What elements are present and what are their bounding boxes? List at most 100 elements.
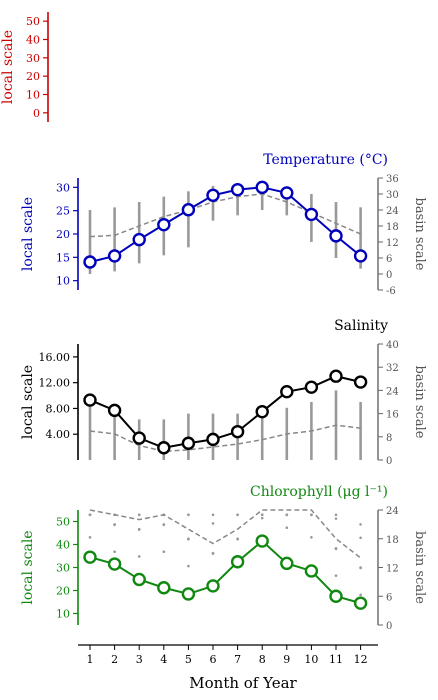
basin-sample-point <box>359 523 362 526</box>
left-tick-label: 4.00 <box>46 428 71 441</box>
left-axis-label: local scale <box>20 530 36 604</box>
local-series-point <box>304 564 319 578</box>
basin-sample-point <box>334 547 338 551</box>
right-tick-label: 16 <box>386 410 399 421</box>
left-tick-label: 10 <box>56 608 70 621</box>
left-tick-label: 50 <box>26 15 40 28</box>
x-tick-label: 7 <box>234 653 241 666</box>
local-series-point <box>255 404 269 419</box>
local-series-point <box>206 579 220 593</box>
basin-sample-point <box>334 574 338 577</box>
local-series-point <box>107 403 122 418</box>
x-tick-label: 1 <box>87 653 94 666</box>
local-series-point <box>304 380 319 394</box>
x-tick-label: 9 <box>283 653 290 666</box>
basin-sample-point <box>187 513 190 517</box>
local-series-point <box>157 581 171 595</box>
right-tick-label: 24 <box>386 506 399 517</box>
basin-sample-point <box>137 528 141 531</box>
basin-sample-point <box>187 537 190 541</box>
basin-sample-point <box>260 516 264 520</box>
right-tick-label: 24 <box>386 386 399 397</box>
right-tick-label: 6 <box>386 592 392 603</box>
local-series-point <box>181 203 196 217</box>
right-tick-label: 0 <box>386 456 392 467</box>
left-tick-label: 0 <box>33 107 40 120</box>
basin-sample-point <box>310 536 313 539</box>
basin-sample-point <box>137 513 141 517</box>
right-tick-label: 30 <box>386 190 399 201</box>
basin-mean-line <box>89 424 361 453</box>
right-tick-label: 24 <box>386 206 399 217</box>
local-series-point <box>280 186 294 200</box>
left-axis-label: local scale <box>0 30 16 104</box>
local-series-point <box>132 431 146 445</box>
local-series-point <box>255 180 269 195</box>
panel-title: Chlorophyll (μg l⁻¹) <box>250 484 388 500</box>
basin-sample-point <box>285 513 289 517</box>
local-series-line <box>89 186 362 263</box>
local-series-point <box>157 217 171 232</box>
local-series-point <box>181 587 196 601</box>
right-tick-label: 0 <box>386 270 392 281</box>
local-series-point <box>83 550 97 564</box>
local-series-point <box>230 555 245 569</box>
basin-sample-point <box>162 550 166 553</box>
basin-sample-point <box>334 517 338 520</box>
panel-title: Salinity <box>334 318 388 334</box>
left-axis-label: local scale <box>20 365 36 439</box>
local-series-point <box>329 589 343 603</box>
left-tick-label: 40 <box>56 539 70 552</box>
basin-sample-point <box>211 513 215 517</box>
local-series-point <box>83 393 97 407</box>
right-tick-label: 12 <box>386 564 399 575</box>
left-tick-label: 12.00 <box>39 377 71 390</box>
local-series-point <box>157 441 171 455</box>
basin-sample-point <box>88 536 92 539</box>
basin-sample-point <box>359 566 362 570</box>
local-series-point <box>206 432 220 447</box>
basin-sample-point <box>113 550 116 553</box>
local-series-point <box>353 375 368 389</box>
basin-sample-point <box>211 552 215 555</box>
left-tick-label: 30 <box>26 52 40 65</box>
x-axis-label: Month of Year <box>189 674 297 692</box>
local-series-point <box>255 534 269 548</box>
basin-sample-point <box>359 593 362 597</box>
local-series-point <box>181 436 196 450</box>
local-series-point <box>132 572 146 587</box>
left-tick-label: 10 <box>56 275 70 288</box>
basin-sample-point <box>236 513 239 517</box>
left-tick-label: 50 <box>56 516 70 529</box>
right-tick-label: 0 <box>386 621 392 632</box>
local-series-point <box>304 207 319 222</box>
left-tick-label: 30 <box>56 181 70 194</box>
x-tick-label: 11 <box>329 653 343 666</box>
right-tick-label: 40 <box>386 340 399 351</box>
right-tick-label: 32 <box>386 363 399 374</box>
local-series-point <box>230 424 245 439</box>
x-tick-label: 8 <box>259 653 266 666</box>
local-series-point <box>83 255 97 269</box>
x-tick-label: 3 <box>136 653 143 666</box>
right-tick-label: 6 <box>386 254 392 265</box>
left-tick-label: 25 <box>56 205 70 218</box>
local-series-point <box>280 556 294 571</box>
left-axis-label: local scale <box>20 197 36 271</box>
left-tick-label: 16.00 <box>39 351 71 364</box>
local-series-point <box>329 229 343 243</box>
right-tick-label: 36 <box>386 174 399 185</box>
right-tick-label: 12 <box>386 238 399 249</box>
x-tick-label: 4 <box>160 653 167 666</box>
local-series-point <box>353 249 368 263</box>
basin-sample-point <box>88 513 92 517</box>
basin-sample-point <box>211 522 215 525</box>
panel-temperature: 10 15 20 25 30 local scale Temperature (°C) -6 0… <box>20 152 427 297</box>
basin-sample-point <box>162 523 166 527</box>
basin-sample-point <box>236 537 239 541</box>
basin-sample-point <box>137 555 141 558</box>
left-tick-label: 40 <box>26 34 40 47</box>
basin-sample-point <box>285 526 289 530</box>
basin-sample-point <box>359 536 362 540</box>
